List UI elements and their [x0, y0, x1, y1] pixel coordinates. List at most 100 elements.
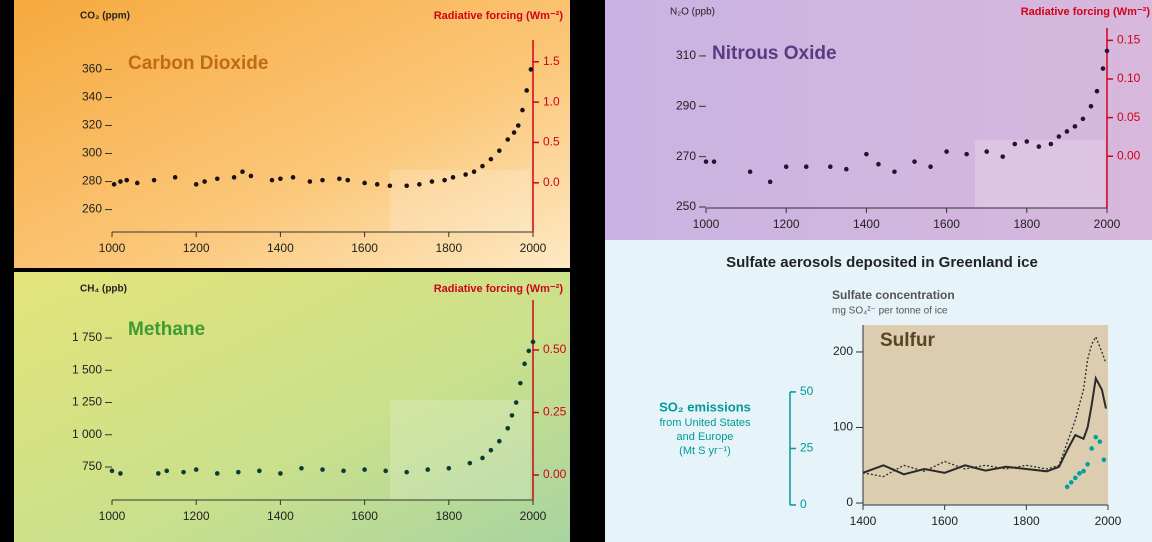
y2-tick-label: 0.25: [543, 405, 567, 419]
data-point: [1073, 124, 1078, 129]
data-point: [1093, 435, 1098, 440]
data-point: [337, 176, 342, 181]
y2-tick-label: 25: [800, 441, 814, 455]
data-point: [480, 456, 485, 461]
y-tick-label: 310: [676, 48, 696, 62]
data-point: [152, 178, 157, 183]
x-tick-label: 1800: [1013, 217, 1040, 231]
data-point: [164, 469, 169, 474]
data-point: [1049, 142, 1054, 147]
heading: Sulfate aerosols deposited in Greenland …: [726, 254, 1038, 271]
data-point: [345, 178, 350, 183]
y-tick-label: 280: [82, 174, 102, 188]
y-label: N₂O (ppb): [670, 7, 715, 18]
data-point: [1089, 446, 1094, 451]
data-point: [110, 469, 115, 474]
data-point: [497, 148, 502, 153]
y-tick-label: 290: [676, 98, 696, 112]
y-tick-label: 260: [82, 202, 102, 216]
x-tick-label: 1400: [850, 514, 877, 528]
data-point: [194, 182, 199, 187]
y2-tick-label: 0.10: [1117, 71, 1141, 85]
data-point: [489, 448, 494, 453]
y-tick-label: 300: [82, 146, 102, 160]
data-point: [522, 362, 527, 367]
data-point: [804, 164, 809, 169]
data-point: [468, 461, 473, 466]
x-tick-label: 1200: [183, 241, 210, 255]
y-tick-label: 1 000: [72, 427, 102, 441]
data-point: [194, 467, 199, 472]
data-point: [497, 439, 502, 444]
y-label: mg SO₄²⁻ per tonne of ice: [832, 306, 948, 317]
data-point: [451, 175, 456, 180]
data-point: [768, 180, 773, 185]
x-tick-label: 1400: [267, 509, 294, 523]
x-tick-label: 1800: [435, 509, 462, 523]
y2-tick-label: 0.0: [543, 175, 560, 189]
data-point: [892, 169, 897, 174]
x-tick-label: 1800: [1013, 514, 1040, 528]
x-tick-label: 1600: [931, 514, 958, 528]
data-point: [964, 152, 969, 157]
y-tick-label: 340: [82, 90, 102, 104]
data-point: [876, 162, 881, 167]
y2-tick-label: 0.00: [543, 467, 567, 481]
data-point: [278, 471, 283, 476]
data-point: [505, 137, 510, 142]
data-point: [472, 169, 477, 174]
data-point: [215, 176, 220, 181]
x-tick-label: 1600: [351, 241, 378, 255]
data-point: [928, 164, 933, 169]
data-point: [215, 471, 220, 476]
data-point: [1025, 139, 1030, 144]
y2-label: Radiative forcing (Wm⁻²): [1021, 6, 1151, 18]
y-tick-label: 320: [82, 118, 102, 132]
data-point: [236, 470, 241, 475]
x-tick-label: 1000: [693, 217, 720, 231]
y-label: CO₂ (ppm): [80, 11, 130, 22]
x-tick-label: 2000: [520, 241, 547, 255]
data-point: [712, 159, 717, 164]
data-point: [118, 179, 123, 184]
data-point: [1073, 476, 1078, 481]
y2-tick-label: 50: [800, 384, 814, 398]
data-point: [1095, 89, 1100, 94]
y-tick-label: 360: [82, 62, 102, 76]
data-point: [1065, 129, 1070, 134]
x-tick-label: 1400: [267, 241, 294, 255]
data-point: [520, 108, 525, 113]
data-point: [430, 179, 435, 184]
data-point: [1012, 142, 1017, 147]
data-point: [518, 381, 523, 386]
data-point: [240, 169, 245, 174]
x-tick-label: 1200: [183, 509, 210, 523]
data-point: [784, 164, 789, 169]
y2-tick-label: 0.15: [1117, 33, 1141, 47]
y-tick-label: 0: [846, 495, 853, 509]
y-tick-label: 1 500: [72, 362, 102, 376]
data-point: [510, 413, 515, 418]
data-point: [1089, 104, 1094, 109]
data-point: [529, 67, 534, 72]
y-tick-label: 270: [676, 149, 696, 163]
data-point: [1085, 462, 1090, 467]
data-point: [135, 181, 140, 186]
x-tick-label: 2000: [1095, 514, 1122, 528]
data-point: [278, 176, 283, 181]
data-point: [912, 159, 917, 164]
data-point: [1098, 439, 1103, 444]
y2-tick-label: 0.05: [1117, 110, 1141, 124]
data-point: [480, 164, 485, 169]
data-point: [156, 471, 161, 476]
data-point: [944, 149, 949, 154]
chart-title: Sulfur: [880, 330, 935, 351]
data-point: [516, 123, 521, 128]
data-point: [202, 179, 207, 184]
x-tick-label: 2000: [520, 509, 547, 523]
data-point: [270, 178, 275, 183]
data-point: [1081, 469, 1086, 474]
y-tick-label: 200: [833, 344, 853, 358]
data-point: [531, 340, 536, 345]
data-point: [404, 183, 409, 188]
